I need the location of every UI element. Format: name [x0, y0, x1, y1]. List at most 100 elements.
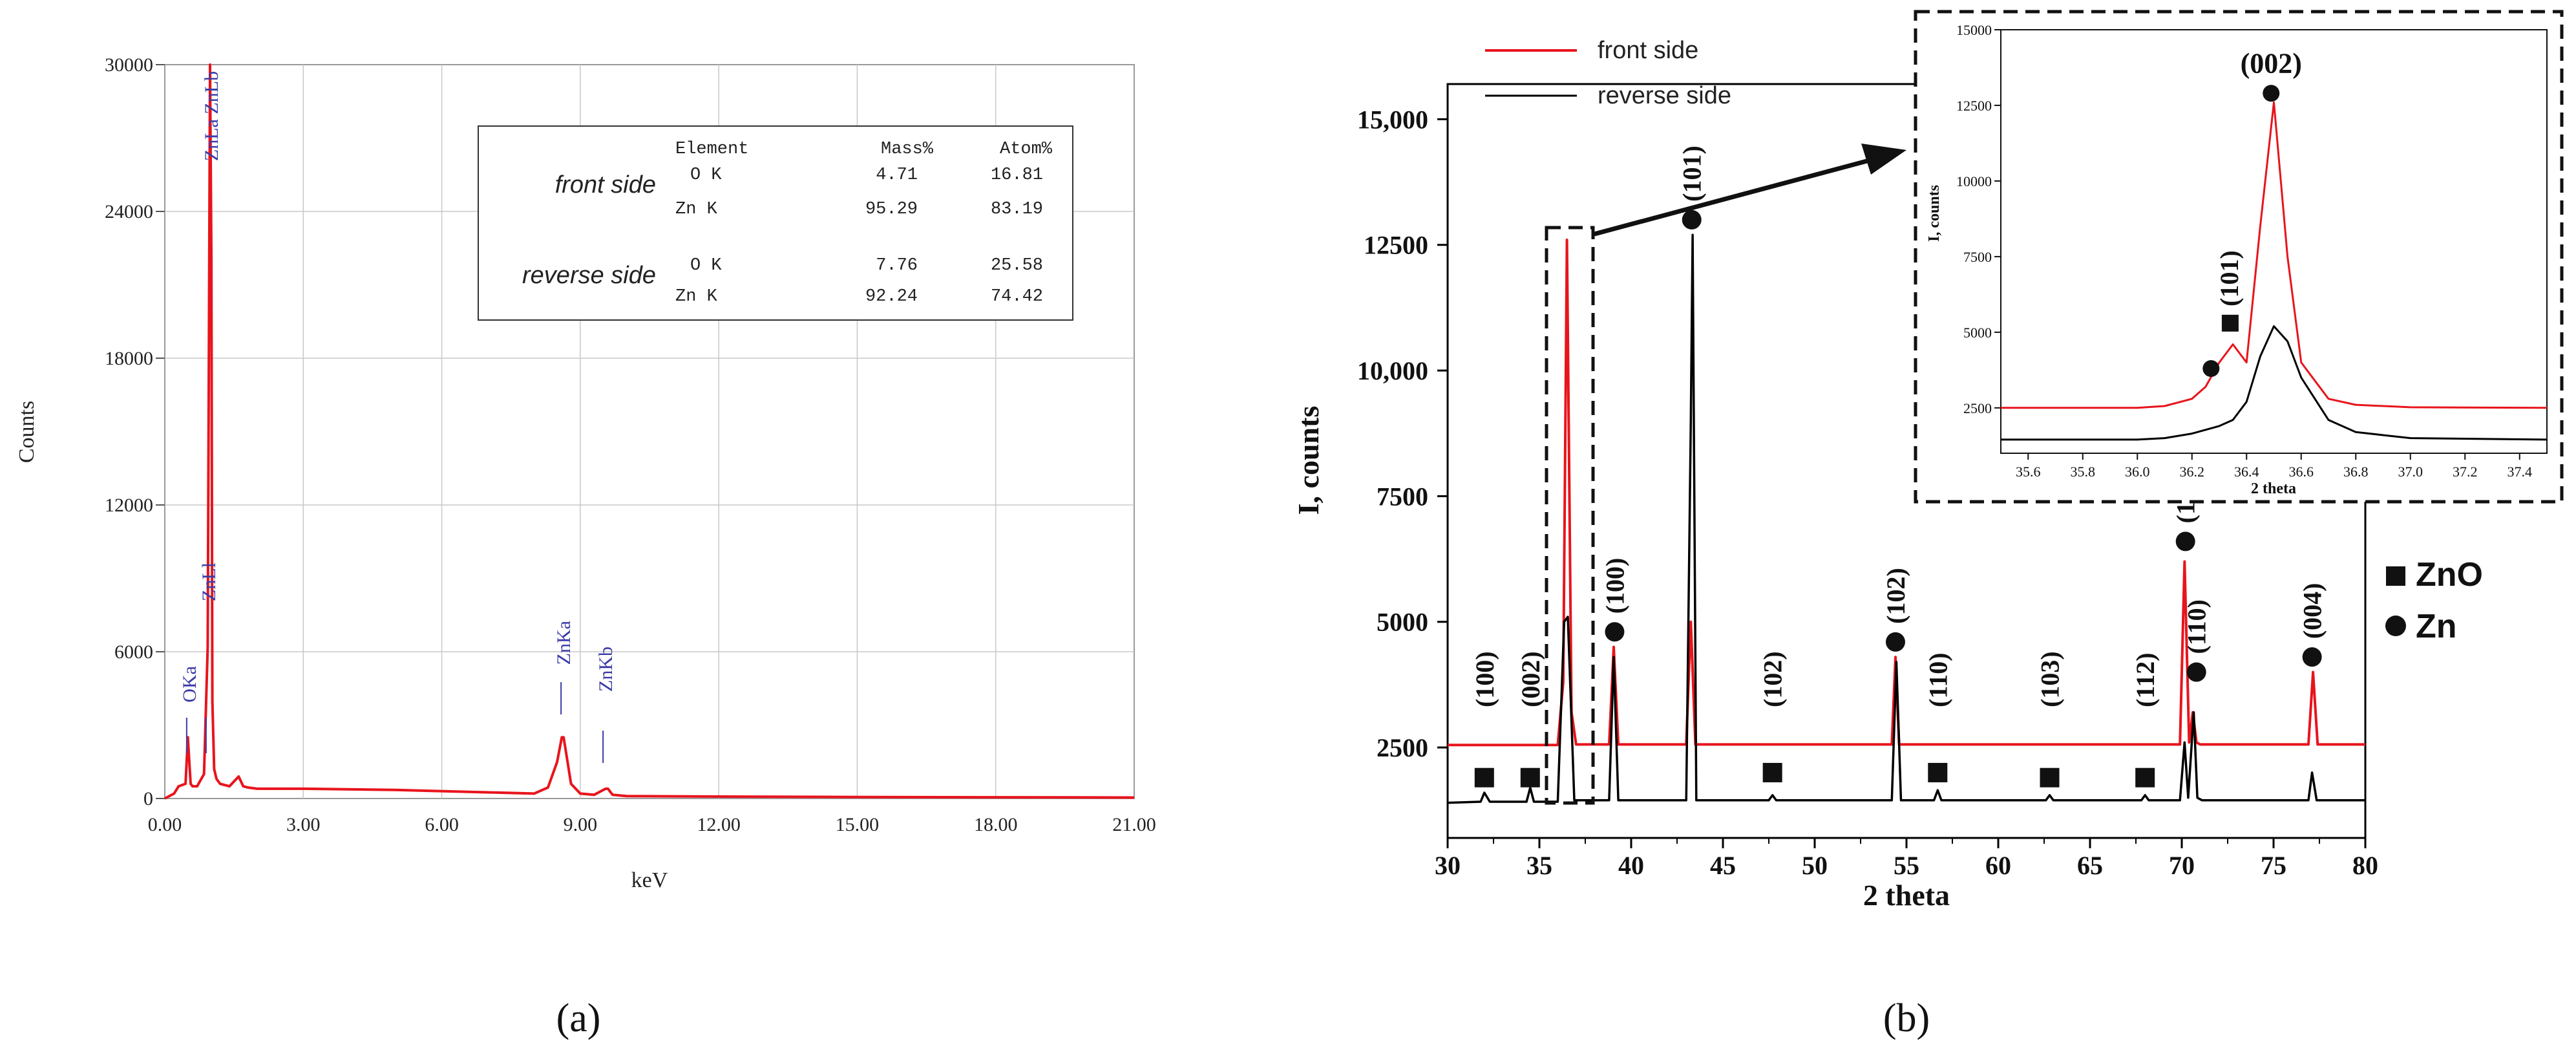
eds-y-tick-label: 0 — [143, 788, 153, 809]
eds-x-axis-label: keV — [631, 868, 668, 892]
xrd-x-ticks: 30 35 40 45 50 55 60 65 70 75 80 — [1435, 838, 2378, 880]
zno-square-marker — [1520, 767, 1540, 788]
eds-table-box — [478, 125, 1073, 321]
inset-x-tick-label: 36.6 — [2289, 464, 2314, 480]
xrd-x-tick-label: 65 — [2077, 851, 2103, 880]
eds-y-tick-label: 6000 — [114, 641, 153, 663]
xrd-x-tick-label: 60 — [1985, 851, 2011, 880]
zoom-arrow-line — [1594, 156, 1875, 237]
xrd-y-axis-label: I, counts — [1292, 406, 1325, 515]
table-cell: 95.29 — [865, 200, 918, 219]
table-group-reverse-side: reverse side — [522, 262, 656, 289]
eds-peak-annotation: ZnKb — [595, 647, 617, 692]
xrd-x-tick-label: 45 — [1710, 851, 1736, 880]
xrd-y-ticks: 2500 5000 7500 10,000 12500 15,000 — [1357, 105, 1448, 762]
inset-x-tick-label: 36.2 — [2180, 464, 2205, 480]
inset-x-tick-label: 35.8 — [2071, 464, 2096, 480]
eds-peak-annotation: ZnKa — [553, 621, 575, 665]
inset-y-tick-label: 15000 — [1956, 22, 1992, 38]
eds-x-tick-label: 9.00 — [564, 814, 598, 835]
xrd-x-tick-label: 80 — [2352, 851, 2378, 880]
inset-y-tick-label: 5000 — [1963, 325, 1992, 341]
inset-y-tick-label: 2500 — [1963, 400, 1992, 416]
xrd-x-tick-label: 75 — [2261, 851, 2286, 880]
eds-composition-table: Element Mass% Atom% front side O K 4.71 … — [478, 125, 1073, 321]
square-marker-icon — [2386, 566, 2405, 586]
inset-frame — [1914, 10, 2564, 504]
table-header-mass: Mass% — [881, 140, 934, 159]
inset-x-tick-label: 37.2 — [2453, 464, 2478, 480]
table-cell: 4.71 — [876, 166, 918, 185]
xrd-x-tick-label: 40 — [1618, 851, 1644, 880]
zoom-arrow-head-icon — [1861, 144, 1906, 175]
xrd-x-tick-label: 35 — [1526, 851, 1552, 880]
xrd-peak-label: (103) — [2036, 651, 2065, 707]
eds-peak-annotation: ZnLl — [198, 563, 220, 601]
table-group-front-side: front side — [555, 171, 656, 198]
inset-reverse-side-line — [2001, 325, 2548, 441]
inset-x-axis-label: 2 theta — [2251, 480, 2296, 497]
inset-peak-label: (002) — [2241, 47, 2302, 79]
inset-plot-area — [2000, 29, 2548, 454]
inset-x-tick-label: 37.4 — [2507, 464, 2533, 480]
eds-y-tick-label: 12000 — [105, 495, 153, 516]
xrd-y-tick-label: 15,000 — [1357, 105, 1428, 134]
eds-spectrum-series — [164, 63, 1135, 800]
zno-square-marker — [2040, 767, 2060, 788]
eds-x-tick-labels: 0.00 3.00 6.00 9.00 12.00 15.00 18.00 21.00 — [148, 814, 1156, 835]
table-cell: Zn K — [675, 287, 718, 306]
zno-square-marker — [1928, 762, 1948, 782]
xrd-y-tick-label: 2500 — [1377, 733, 1428, 762]
table-cell: 16.81 — [991, 166, 1043, 185]
xrd-pattern-panel: 30 35 40 45 50 55 60 65 70 75 80 2500 5000 7500 10,00… — [1292, 10, 2564, 1040]
table-cell: 92.24 — [865, 287, 918, 306]
zno-square-marker — [2135, 767, 2155, 788]
inset-y-tick-label: 7500 — [1963, 249, 1992, 265]
eds-spectrum-panel: 0.00 3.00 6.00 9.00 12.00 15.00 18.00 21.00 0 60… — [15, 54, 1156, 1040]
xrd-peak-label: (110) — [2182, 599, 2212, 654]
xrd-peak-label: (110) — [1923, 652, 1952, 707]
xrd-inset: 35.6 35.8 36.0 36.2 36.4 36.6 36.8 37.0 37.2 37.4… — [1914, 10, 2564, 504]
xrd-legend: front side reverse side — [1485, 37, 1731, 109]
table-cell: Zn K — [675, 200, 718, 219]
zn-circle-marker — [1605, 622, 1625, 642]
inset-x-tick-label: 36.8 — [2343, 464, 2369, 480]
xrd-y-tick-label: 5000 — [1377, 608, 1428, 637]
table-cell: O K — [690, 256, 722, 275]
xrd-peak-label: (101) — [1678, 145, 1707, 202]
inset-x-ticks: 35.6 35.8 36.0 36.2 36.4 36.6 36.8 37.0 37.2 37.4 — [2016, 453, 2532, 480]
zno-square-marker — [1762, 762, 1782, 782]
zn-circle-marker — [2263, 85, 2280, 102]
xrd-x-axis-label: 2 theta — [1863, 879, 1950, 912]
eds-x-tick-label: 6.00 — [425, 814, 459, 835]
xrd-reverse-side-line — [1447, 233, 2365, 804]
xrd-peak-label: (002) — [1516, 651, 1545, 707]
inset-y-ticks: 2500 5000 7500 10000 12500 15000 — [1956, 22, 2001, 416]
legend-label-reverse-side: reverse side — [1598, 82, 1731, 109]
table-cell: 25.58 — [991, 256, 1043, 275]
inset-peak-labels: (002) (101) — [2202, 47, 2302, 377]
xrd-peak-label: (100) — [1600, 558, 1629, 614]
zoom-region-box — [1545, 226, 1595, 805]
zno-square-marker — [2221, 314, 2239, 332]
panel-label-a: (a) — [556, 996, 601, 1040]
eds-y-tick-label: 24000 — [105, 201, 153, 222]
eds-y-tick-labels: 0 6000 12000 18000 24000 30000 — [105, 54, 165, 809]
eds-x-tick-label: 3.00 — [286, 814, 321, 835]
eds-peak-annotation: ZnLa ZnLb — [201, 71, 222, 161]
xrd-peak-label: (112) — [2131, 652, 2160, 707]
eds-x-tick-label: 12.00 — [697, 814, 741, 835]
xrd-x-tick-label: 50 — [1802, 851, 1828, 880]
inset-x-tick-label: 37.0 — [2398, 464, 2423, 480]
xrd-x-tick-label: 55 — [1894, 851, 1919, 880]
zno-square-marker — [1474, 767, 1494, 788]
eds-y-tick-label: 18000 — [105, 348, 153, 369]
circle-marker-icon — [2385, 616, 2406, 636]
inset-y-tick-label: 12500 — [1956, 98, 1992, 114]
zn-circle-marker — [2186, 662, 2206, 682]
xrd-x-tick-label: 70 — [2169, 851, 2195, 880]
eds-spectrum-line — [164, 63, 1135, 800]
marker-legend-zno: ZnO — [2416, 556, 2483, 594]
table-cell: 83.19 — [991, 200, 1043, 219]
inset-x-tick-label: 36.0 — [2125, 464, 2150, 480]
